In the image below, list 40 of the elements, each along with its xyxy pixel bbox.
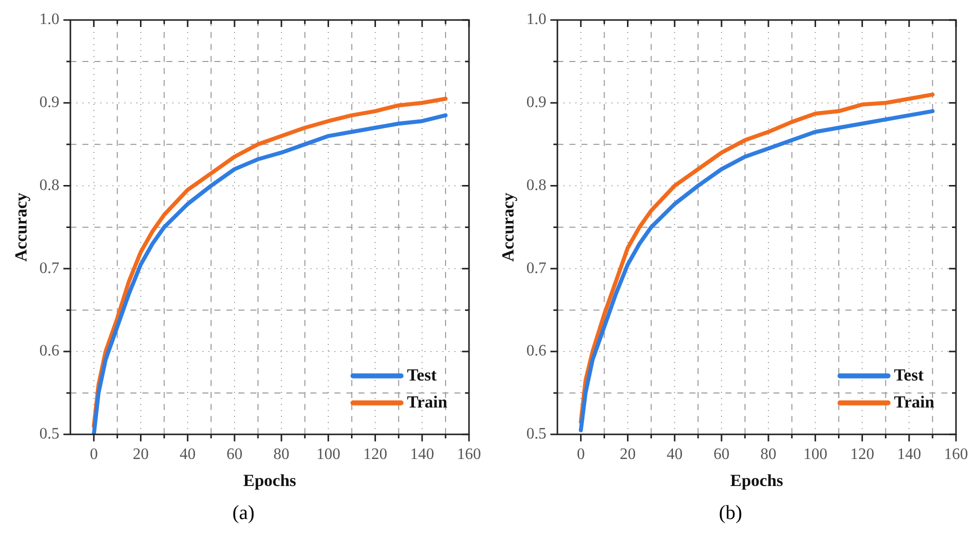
x-axis-title: Epochs xyxy=(242,471,296,490)
y-tick-label: 1.0 xyxy=(38,11,59,28)
y-tick-label: 0.7 xyxy=(38,260,59,277)
x-tick-label: 100 xyxy=(802,446,827,464)
y-tick-label: 0.8 xyxy=(38,176,59,194)
x-tick-label: 140 xyxy=(896,446,921,464)
legend-label: Train xyxy=(894,392,934,412)
x-tick-label: 160 xyxy=(456,446,480,464)
y-tick-label: 0.8 xyxy=(526,176,546,194)
x-tick-label: 80 xyxy=(760,446,776,464)
x-axis-title: Epochs xyxy=(730,471,784,490)
legend-label: Test xyxy=(406,365,436,384)
x-tick-label: 120 xyxy=(362,446,387,464)
y-axis-title: Accuracy xyxy=(498,192,518,262)
x-tick-label: 100 xyxy=(316,446,340,464)
x-tick-label: 40 xyxy=(666,446,682,464)
x-tick-label: 60 xyxy=(226,446,242,464)
y-tick-label: 0.7 xyxy=(526,260,546,277)
x-tick-label: 0 xyxy=(576,446,584,464)
y-tick-label: 0.6 xyxy=(526,342,546,360)
x-tick-label: 0 xyxy=(89,446,98,464)
x-tick-label: 40 xyxy=(179,446,196,464)
x-tick-label: 20 xyxy=(132,446,148,464)
y-tick-label: 0.5 xyxy=(526,426,546,443)
y-tick-label: 1.0 xyxy=(526,11,546,28)
x-tick-label: 80 xyxy=(272,446,289,464)
y-tick-label: 0.9 xyxy=(38,94,59,112)
legend-label: Test xyxy=(894,365,924,384)
x-tick-label: 160 xyxy=(944,446,968,464)
x-tick-label: 60 xyxy=(713,446,730,464)
y-axis-title: Accuracy xyxy=(11,192,30,262)
x-tick-label: 20 xyxy=(619,446,636,464)
legend-label: Train xyxy=(406,392,448,412)
x-tick-label: 140 xyxy=(410,446,434,464)
y-tick-label: 0.9 xyxy=(526,94,546,112)
y-tick-label: 0.5 xyxy=(38,426,59,443)
text: (b) xyxy=(718,502,742,525)
y-tick-label: 0.6 xyxy=(38,342,59,360)
text: (a) xyxy=(232,502,255,525)
x-tick-label: 120 xyxy=(850,446,874,464)
